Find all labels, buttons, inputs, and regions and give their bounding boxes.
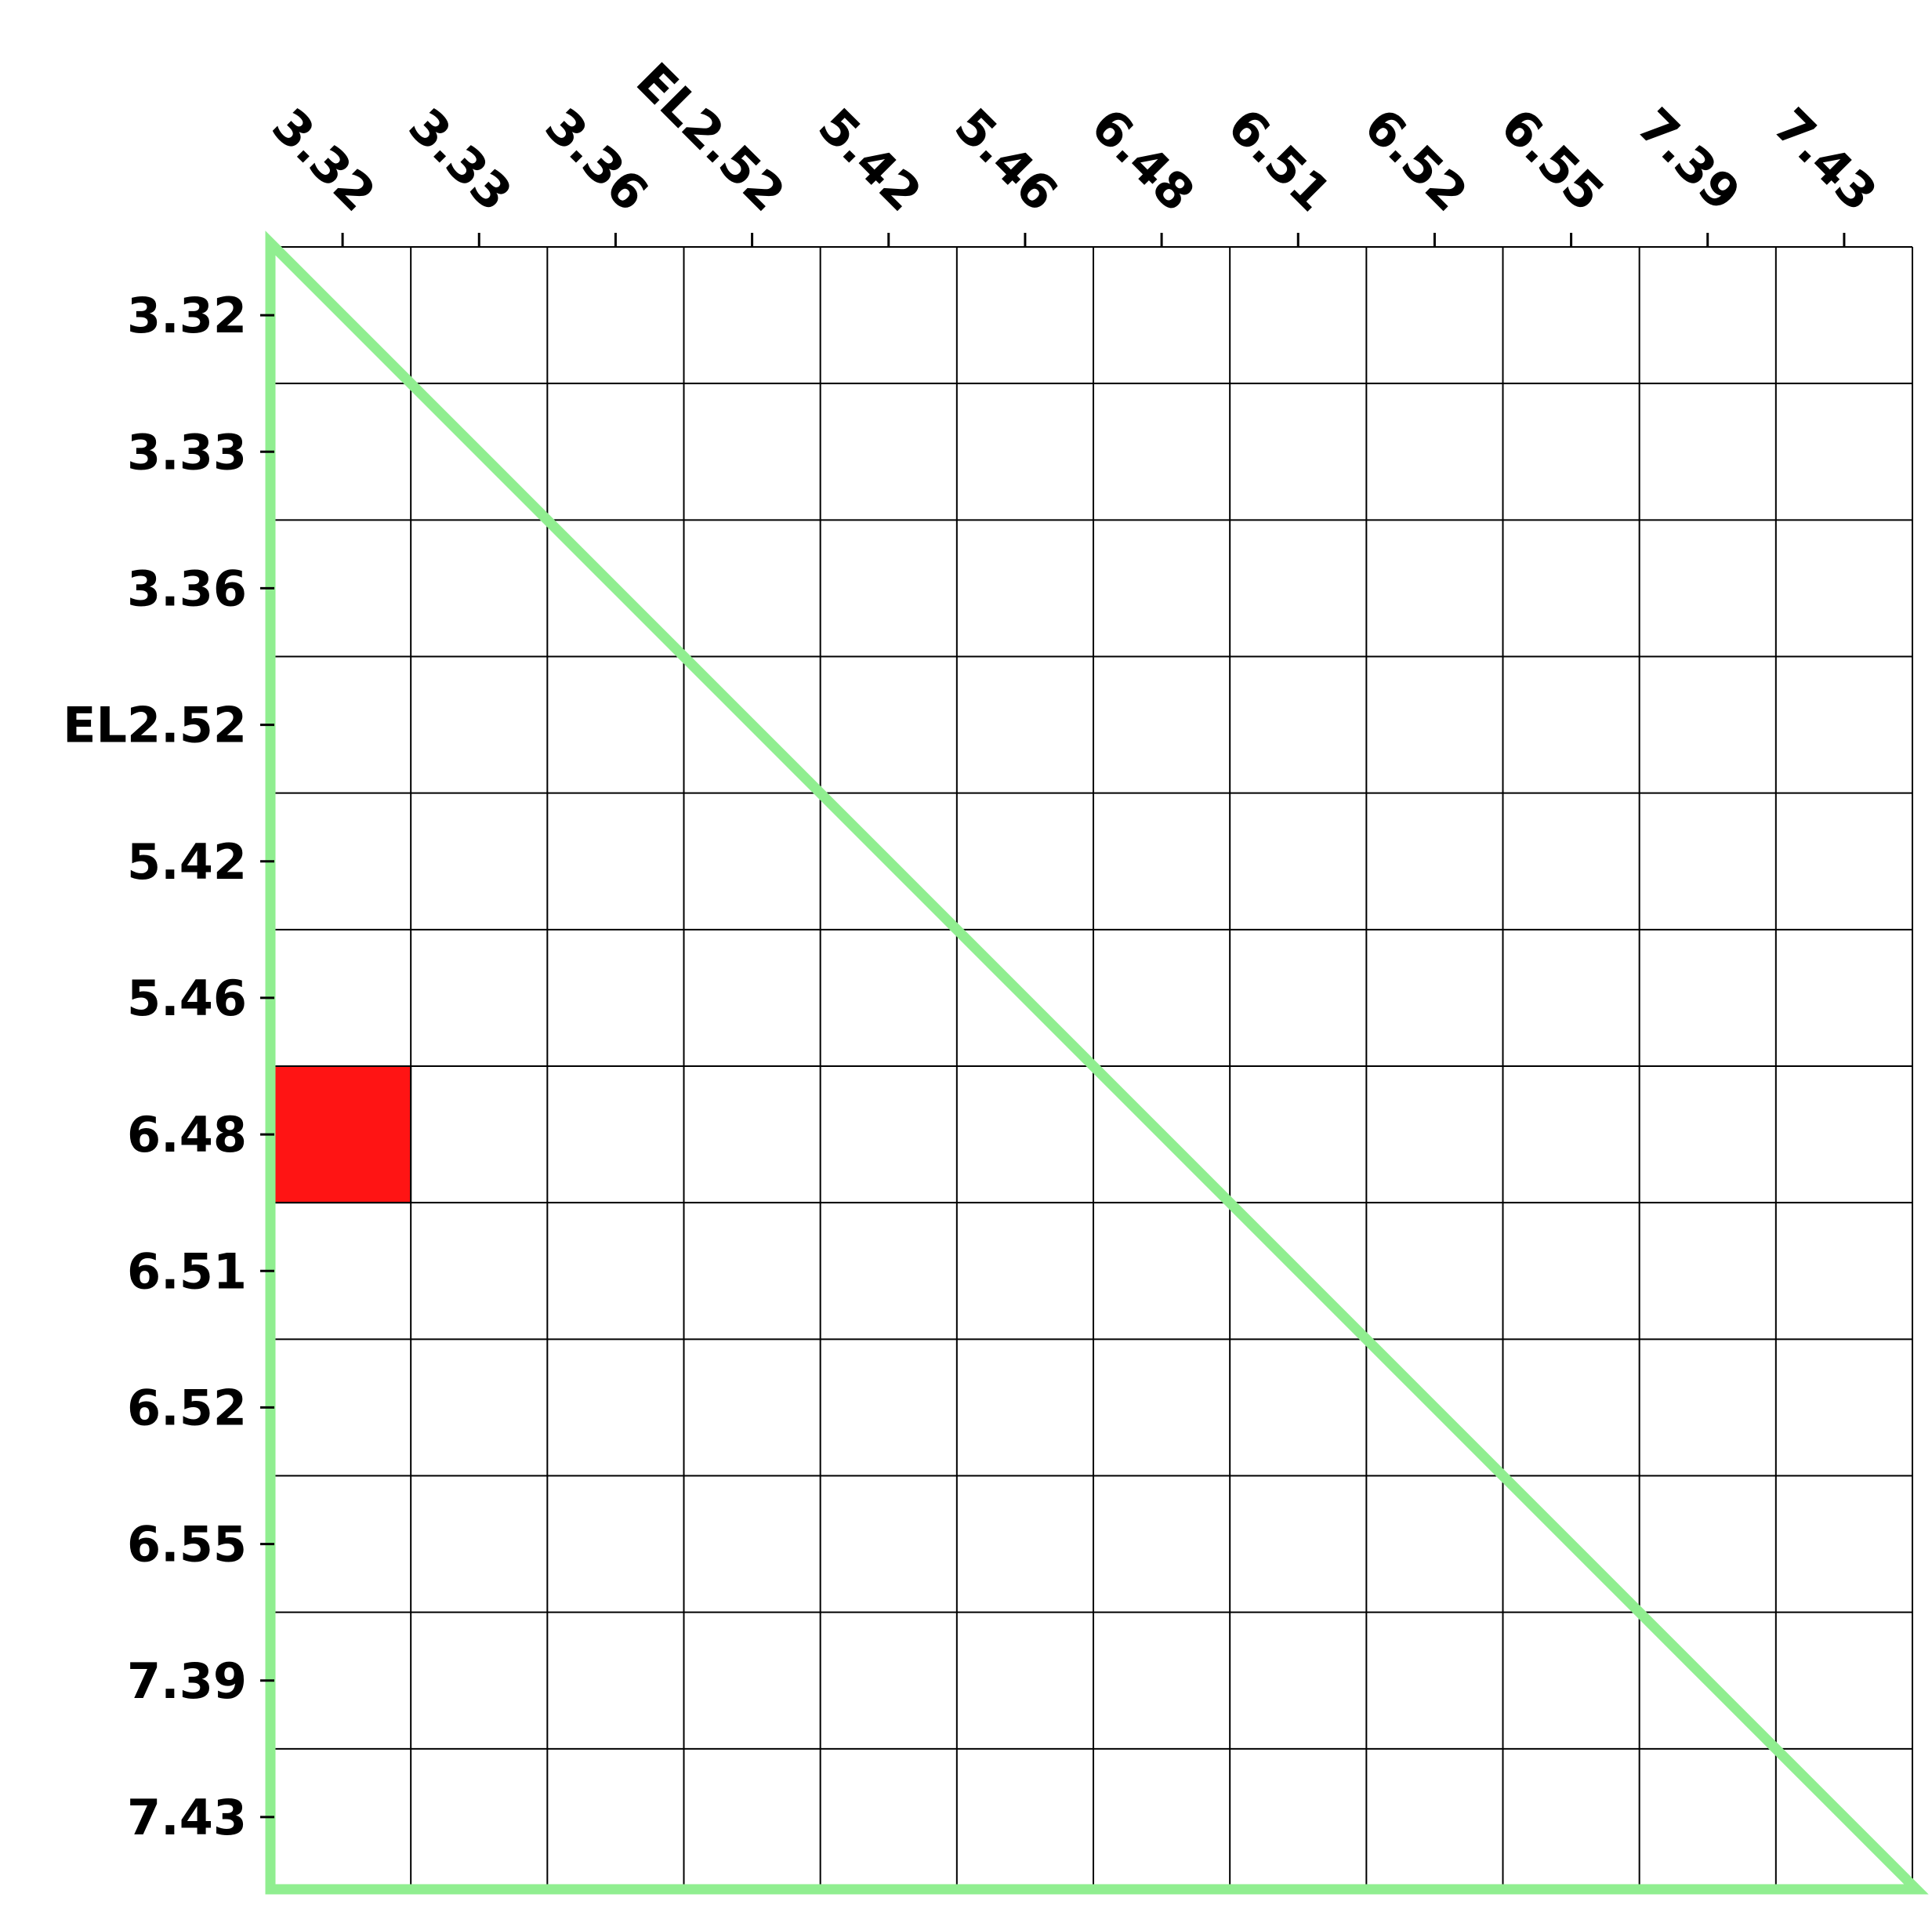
x-tick-label: 6.52 bbox=[1354, 97, 1479, 223]
x-tick-label: 6.51 bbox=[1216, 97, 1342, 223]
x-tick-label: 3.36 bbox=[535, 97, 660, 223]
x-tick-label: 3.32 bbox=[261, 97, 386, 223]
y-tick-label: 7.39 bbox=[127, 1653, 247, 1710]
x-tick-label: 5.46 bbox=[944, 97, 1069, 223]
x-tick-label: 7.43 bbox=[1763, 97, 1888, 223]
x-tick-label: 3.33 bbox=[397, 97, 523, 223]
x-tick-label: 5.42 bbox=[807, 97, 933, 223]
y-axis: 3.32 3.33 3.36 EL2.52 5.42 5.46 6.48 6.51 6.52 6.… bbox=[63, 287, 274, 1846]
y-tick-label: 6.52 bbox=[127, 1379, 247, 1436]
x-tick-label: 6.55 bbox=[1490, 97, 1615, 223]
y-tick-label: 6.48 bbox=[127, 1106, 247, 1163]
y-tick-label: 3.36 bbox=[127, 560, 247, 617]
y-tick-label: 7.43 bbox=[127, 1789, 247, 1846]
highlighted-cell-0 bbox=[274, 1065, 412, 1204]
x-tick-label: EL2.52 bbox=[625, 52, 796, 223]
y-tick-label: 6.55 bbox=[127, 1516, 247, 1573]
y-tick-label: EL2.52 bbox=[63, 697, 247, 754]
triangle-overlay bbox=[265, 230, 1929, 1895]
y-tick-label: 5.46 bbox=[127, 970, 247, 1027]
overlay-layer bbox=[265, 230, 1929, 1895]
y-tick-label: 6.51 bbox=[127, 1243, 247, 1300]
x-tick-label: 6.48 bbox=[1080, 97, 1205, 223]
y-tick-label: 3.32 bbox=[127, 287, 247, 344]
y-tick-label: 5.42 bbox=[127, 833, 247, 891]
x-tick-label: 7.39 bbox=[1626, 97, 1752, 223]
y-tick-label: 3.33 bbox=[127, 423, 247, 481]
